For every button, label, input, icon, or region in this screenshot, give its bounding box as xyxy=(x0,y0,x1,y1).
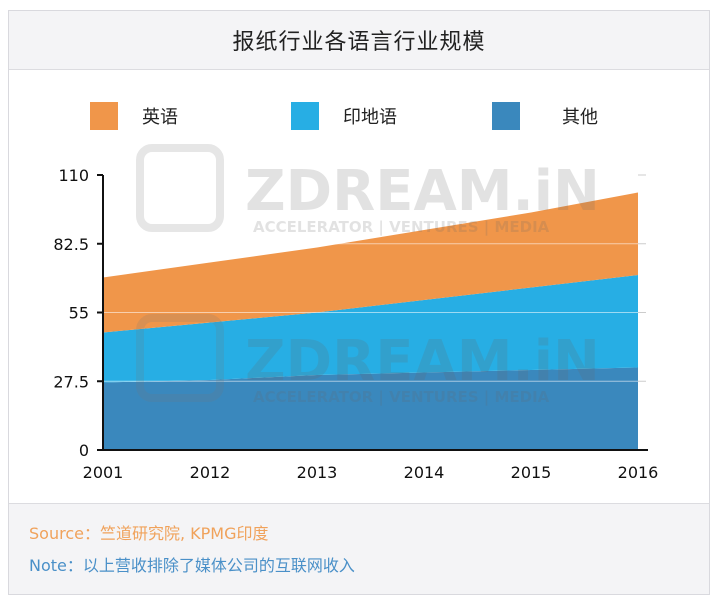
legend-swatch-英语 xyxy=(90,102,118,130)
legend-label-其他: 其他 xyxy=(562,107,598,128)
watermark-tagline: ACCELERATOR | VENTURES | MEDIA xyxy=(253,218,550,237)
watermark-logo-icon xyxy=(136,144,224,232)
chart-title: 报纸行业各语言行业规模 xyxy=(232,30,486,55)
legend-swatch-其他 xyxy=(492,102,520,130)
x-tick-label: 2015 xyxy=(511,463,552,482)
y-tick-label: 0 xyxy=(79,441,89,460)
source-text: Source：竺道研究院, KPMG印度 xyxy=(29,524,269,543)
note-text: Note：以上营收排除了媒体公司的互联网收入 xyxy=(29,556,355,575)
y-tick-label: 82.5 xyxy=(53,235,89,254)
y-tick-label: 110 xyxy=(58,166,89,185)
y-tick-label: 27.5 xyxy=(53,372,89,391)
area-chart: 0 27.5 55 82.5 110 2001 2012 2013 2014 2015 2016 英语… xyxy=(53,102,659,482)
x-tick-label: 2012 xyxy=(190,463,231,482)
x-tick-label: 2014 xyxy=(404,463,445,482)
x-tick-label: 2013 xyxy=(297,463,338,482)
x-tick-label: 2016 xyxy=(618,463,659,482)
legend-swatch-印地语 xyxy=(291,102,319,130)
area-series-英语 xyxy=(103,192,638,333)
y-tick-label: 55 xyxy=(69,304,89,323)
watermark-brand: ZDREAM.iN xyxy=(245,329,600,394)
watermark-tagline: ACCELERATOR | VENTURES | MEDIA xyxy=(253,388,550,407)
legend-label-英语: 英语 xyxy=(142,107,178,128)
watermark-logo-icon xyxy=(136,314,224,402)
footer: Source：竺道研究院, KPMG印度 Note：以上营收排除了媒体公司的互联… xyxy=(9,503,709,594)
area-series-印地语 xyxy=(103,275,638,383)
x-tick-label: 2001 xyxy=(83,463,124,482)
watermark-brand: ZDREAM.iN xyxy=(245,159,600,224)
area-series-其他 xyxy=(103,367,638,450)
title-bar: 报纸行业各语言行业规模 xyxy=(9,11,709,70)
legend-label-印地语: 印地语 xyxy=(343,107,397,128)
